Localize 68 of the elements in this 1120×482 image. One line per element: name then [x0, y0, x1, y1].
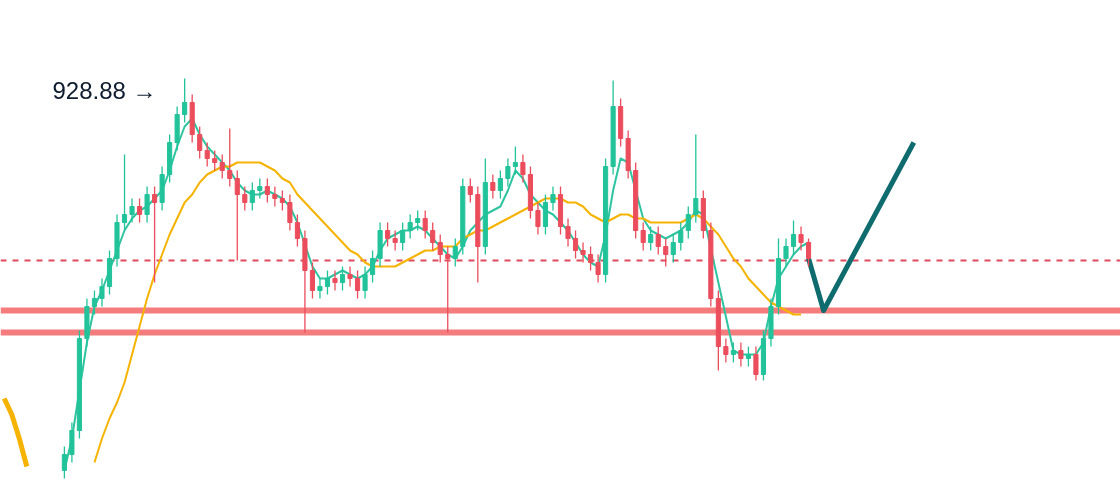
candlestick — [257, 177, 263, 200]
candlestick — [407, 213, 413, 240]
candlestick — [129, 197, 135, 224]
candlestick — [648, 225, 654, 252]
candlestick — [152, 185, 158, 284]
candlestick — [512, 145, 518, 176]
candlestick — [182, 77, 188, 124]
candlestick — [798, 225, 804, 252]
candlestick — [204, 141, 210, 168]
candlestick — [287, 193, 293, 232]
candlestick — [520, 153, 526, 184]
candlestick — [136, 197, 143, 224]
candlestick — [723, 337, 729, 364]
candlestick — [753, 345, 759, 382]
candlestick — [452, 237, 458, 268]
candlestick — [535, 201, 541, 236]
candlestick — [354, 269, 361, 300]
candlestick — [212, 149, 218, 172]
candlestick — [362, 265, 368, 300]
candlestick — [332, 269, 338, 292]
candlestick — [227, 127, 233, 188]
candlestick — [400, 221, 406, 252]
candlestick — [730, 341, 736, 364]
candlestick — [347, 265, 353, 288]
candlestick — [565, 217, 571, 248]
candlestick — [242, 185, 248, 212]
candlestick — [542, 193, 549, 236]
candlestick — [467, 177, 473, 204]
candlestick — [317, 277, 323, 300]
candlestick — [745, 345, 751, 368]
candlestick — [392, 229, 398, 252]
candlestick — [422, 209, 428, 240]
candlestick — [144, 185, 150, 224]
candlestick — [197, 125, 203, 160]
candlestick — [693, 133, 699, 224]
candlestick — [497, 169, 503, 200]
candlestick — [572, 229, 579, 260]
candlestick — [550, 185, 556, 212]
candlestick — [91, 289, 98, 316]
candlestick — [219, 153, 225, 180]
candlestick — [294, 213, 300, 248]
candlestick — [324, 269, 331, 296]
candlestick — [783, 237, 789, 268]
annotation: 928.88 → — [52, 77, 157, 104]
candlestick — [430, 221, 436, 252]
candlestick — [279, 189, 285, 212]
candlestick — [272, 185, 278, 208]
candlestick — [595, 253, 601, 284]
candlestick — [264, 177, 270, 204]
candlestick — [370, 249, 376, 284]
candlestick — [339, 265, 346, 292]
candlestick — [685, 205, 691, 240]
candlestick — [670, 233, 676, 264]
candlestick — [738, 341, 744, 368]
candlestick — [309, 261, 316, 300]
candlestick — [790, 219, 797, 256]
candlestick — [234, 169, 240, 262]
candlestick — [655, 225, 661, 256]
candlestick — [99, 277, 105, 308]
candlestick — [69, 421, 75, 464]
candlestick — [249, 181, 255, 212]
candlestick — [415, 209, 421, 232]
candlestick — [505, 157, 511, 188]
candlestick — [385, 221, 391, 248]
candlestick — [640, 221, 646, 252]
candlestick — [121, 153, 128, 232]
candlestick — [490, 173, 496, 200]
candlestick — [678, 221, 684, 252]
